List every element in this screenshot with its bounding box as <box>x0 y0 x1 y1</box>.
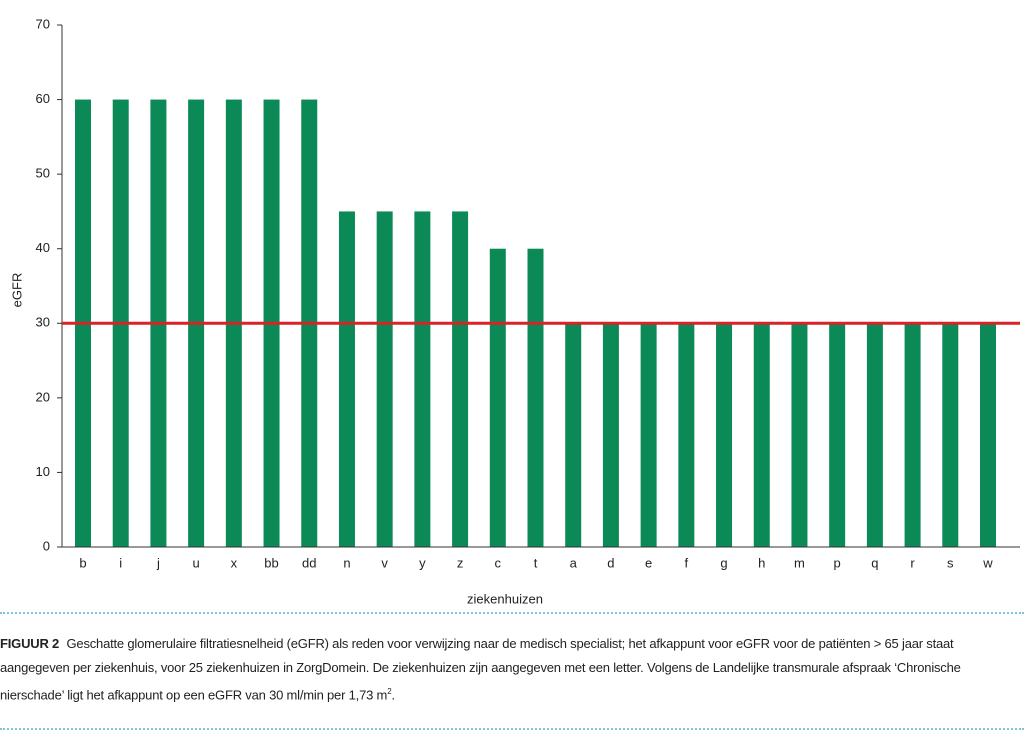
x-tick-label: q <box>871 555 878 570</box>
caption-superscript: 2 <box>387 687 392 696</box>
x-tick-label: x <box>231 555 238 570</box>
x-tick-label: b <box>79 555 86 570</box>
divider <box>0 612 1024 614</box>
bar <box>866 323 883 547</box>
y-tick-label: 70 <box>36 16 50 31</box>
y-tick-label: 60 <box>36 91 50 106</box>
bar <box>904 323 921 547</box>
x-tick-label: bb <box>264 555 278 570</box>
caption-text: Geschatte glomerulaire filtratiesnelheid… <box>0 636 961 703</box>
x-tick-label: dd <box>302 555 316 570</box>
caption-label: FIGUUR 2 <box>0 636 60 651</box>
caption-end: . <box>391 687 395 703</box>
x-axis-label: ziekenhuizen <box>467 591 543 606</box>
bar <box>414 211 431 547</box>
bar <box>376 211 393 547</box>
x-tick-label: f <box>685 555 689 570</box>
x-tick-label: u <box>193 555 200 570</box>
divider <box>0 728 1024 730</box>
bar <box>942 323 959 547</box>
bar <box>716 323 733 547</box>
y-tick-label: 10 <box>36 464 50 479</box>
y-tick-label: 30 <box>36 315 50 330</box>
y-tick-label: 50 <box>36 166 50 181</box>
x-tick-label: e <box>645 555 652 570</box>
bar <box>753 323 770 547</box>
bar <box>791 323 808 547</box>
bar <box>640 323 657 547</box>
x-tick-label: v <box>381 555 388 570</box>
x-tick-label: n <box>343 555 350 570</box>
bar <box>338 211 355 547</box>
bar <box>527 248 544 547</box>
y-tick-label: 40 <box>36 240 50 255</box>
x-tick-label: d <box>607 555 614 570</box>
bar <box>980 323 996 547</box>
bar <box>602 323 619 547</box>
bar <box>829 323 846 547</box>
chart: eGFR ziekenhuizen 0 10 20 30 40 50 60 70 b i j u x bb… <box>9 16 1020 606</box>
x-tick-label: i <box>119 555 122 570</box>
y-tick-label: 0 <box>43 538 50 553</box>
x-tick-label: s <box>947 555 954 570</box>
x-tick-label: w <box>982 555 993 570</box>
x-tick-label: c <box>495 555 502 570</box>
bar <box>678 323 695 547</box>
x-tick-label: h <box>758 555 765 570</box>
y-axis-label: eGFR <box>9 273 24 308</box>
bar <box>565 323 582 547</box>
x-tick-label: m <box>794 555 805 570</box>
x-tick-label: z <box>457 555 464 570</box>
x-tick-label: y <box>419 555 426 570</box>
bar <box>452 211 469 547</box>
x-tick-label: p <box>834 555 841 570</box>
x-tick-label: g <box>720 555 727 570</box>
x-tick-label: j <box>156 555 160 570</box>
x-tick-label: t <box>534 555 538 570</box>
x-tick-label: r <box>910 555 915 570</box>
caption: FIGUUR 2 Geschatte glomerulaire filtrati… <box>0 632 1010 707</box>
y-tick-label: 20 <box>36 389 50 404</box>
x-tick-label: a <box>570 555 578 570</box>
bar <box>489 248 506 547</box>
